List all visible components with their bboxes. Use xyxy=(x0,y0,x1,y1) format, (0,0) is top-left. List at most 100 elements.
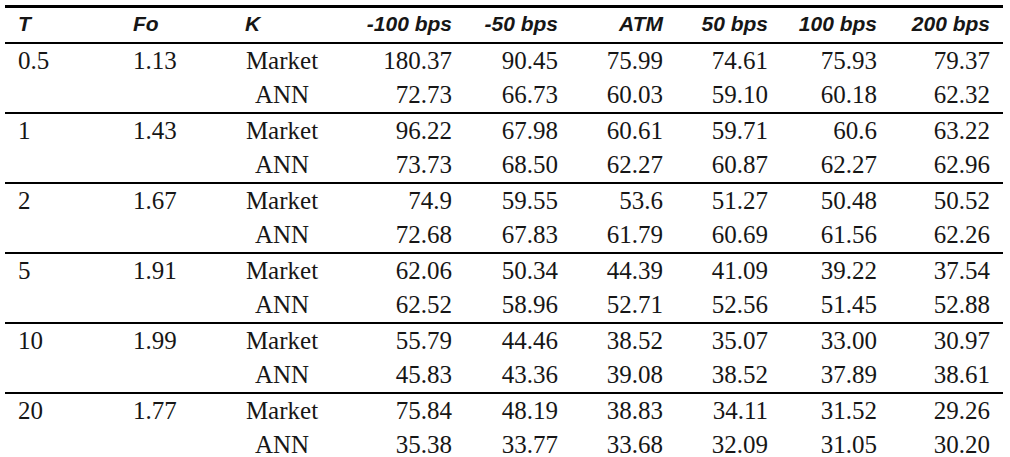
cell-value-200bps: 79.37 xyxy=(890,43,1003,78)
cell-value-minus-100bps: 180.37 xyxy=(332,43,465,78)
cell-forward: 1.99 xyxy=(120,323,232,358)
cell-forward xyxy=(120,78,232,113)
table-row: 21.67Market74.959.5553.651.2750.4850.52 xyxy=(5,183,1003,218)
cell-value-minus-100bps: 96.22 xyxy=(332,113,465,148)
cell-value-200bps: 38.61 xyxy=(890,358,1003,393)
column-header-maturity: T xyxy=(5,7,120,44)
cell-value-atm: 60.03 xyxy=(571,78,676,113)
cell-value-50bps: 60.87 xyxy=(676,148,781,183)
cell-maturity: 20 xyxy=(5,393,120,428)
cell-value-100bps: 51.45 xyxy=(781,288,890,323)
cell-model-label: ANN xyxy=(232,358,332,393)
cell-value-50bps: 59.10 xyxy=(676,78,781,113)
cell-value-100bps: 60.6 xyxy=(781,113,890,148)
cell-value-50bps: 38.52 xyxy=(676,358,781,393)
cell-value-atm: 75.99 xyxy=(571,43,676,78)
cell-value-100bps: 62.27 xyxy=(781,148,890,183)
cell-model-label: ANN xyxy=(232,288,332,323)
cell-value-minus-50bps: 43.36 xyxy=(465,358,571,393)
cell-value-minus-100bps: 72.68 xyxy=(332,218,465,253)
cell-maturity xyxy=(5,148,120,183)
cell-value-atm: 39.08 xyxy=(571,358,676,393)
cell-value-50bps: 52.56 xyxy=(676,288,781,323)
cell-forward: 1.77 xyxy=(120,393,232,428)
cell-value-minus-100bps: 73.73 xyxy=(332,148,465,183)
cell-value-atm: 61.79 xyxy=(571,218,676,253)
cell-value-50bps: 74.61 xyxy=(676,43,781,78)
cell-value-minus-100bps: 75.84 xyxy=(332,393,465,428)
cell-value-minus-50bps: 90.45 xyxy=(465,43,571,78)
cell-value-200bps: 52.88 xyxy=(890,288,1003,323)
cell-maturity: 10 xyxy=(5,323,120,358)
table-row: 11.43Market96.2267.9860.6159.7160.663.22 xyxy=(5,113,1003,148)
cell-value-minus-50bps: 58.96 xyxy=(465,288,571,323)
cell-value-minus-100bps: 74.9 xyxy=(332,183,465,218)
cell-value-atm: 38.52 xyxy=(571,323,676,358)
cell-value-50bps: 51.27 xyxy=(676,183,781,218)
cell-model-label: ANN xyxy=(232,428,332,457)
cell-model-label: Market xyxy=(232,183,332,218)
cell-maturity xyxy=(5,428,120,457)
cell-forward xyxy=(120,428,232,457)
cell-maturity: 1 xyxy=(5,113,120,148)
cell-value-minus-50bps: 48.19 xyxy=(465,393,571,428)
cell-model-label: Market xyxy=(232,323,332,358)
cell-model-label: Market xyxy=(232,253,332,288)
cell-value-minus-50bps: 59.55 xyxy=(465,183,571,218)
cell-model-label: Market xyxy=(232,43,332,78)
table-row: ANN62.5258.9652.7152.5651.4552.88 xyxy=(5,288,1003,323)
cell-value-100bps: 75.93 xyxy=(781,43,890,78)
table-row: ANN73.7368.5062.2760.8762.2762.96 xyxy=(5,148,1003,183)
cell-value-minus-100bps: 35.38 xyxy=(332,428,465,457)
cell-value-minus-100bps: 62.06 xyxy=(332,253,465,288)
cell-value-50bps: 59.71 xyxy=(676,113,781,148)
cell-value-atm: 60.61 xyxy=(571,113,676,148)
cell-maturity: 5 xyxy=(5,253,120,288)
column-header-100bps: 100 bps xyxy=(781,7,890,44)
cell-forward: 1.43 xyxy=(120,113,232,148)
cell-value-50bps: 60.69 xyxy=(676,218,781,253)
column-header-200bps: 200 bps xyxy=(890,7,1003,44)
cell-value-50bps: 32.09 xyxy=(676,428,781,457)
cell-model-label: Market xyxy=(232,113,332,148)
table-row: ANN72.6867.8361.7960.6961.5662.26 xyxy=(5,218,1003,253)
cell-value-200bps: 37.54 xyxy=(890,253,1003,288)
cell-value-200bps: 62.32 xyxy=(890,78,1003,113)
cell-value-atm: 38.83 xyxy=(571,393,676,428)
cell-value-atm: 52.71 xyxy=(571,288,676,323)
cell-forward xyxy=(120,148,232,183)
cell-value-minus-50bps: 66.73 xyxy=(465,78,571,113)
table-row: ANN72.7366.7360.0359.1060.1862.32 xyxy=(5,78,1003,113)
cell-model-label: ANN xyxy=(232,148,332,183)
table-row: ANN35.3833.7733.6832.0931.0530.20 xyxy=(5,428,1003,457)
cell-value-atm: 33.68 xyxy=(571,428,676,457)
table-row: 201.77Market75.8448.1938.8334.1131.5229.… xyxy=(5,393,1003,428)
cell-value-minus-50bps: 67.98 xyxy=(465,113,571,148)
cell-value-200bps: 62.96 xyxy=(890,148,1003,183)
cell-forward: 1.13 xyxy=(120,43,232,78)
cell-forward xyxy=(120,288,232,323)
cell-value-minus-50bps: 68.50 xyxy=(465,148,571,183)
cell-value-100bps: 50.48 xyxy=(781,183,890,218)
cell-value-100bps: 33.00 xyxy=(781,323,890,358)
column-header-50bps: 50 bps xyxy=(676,7,781,44)
cell-value-minus-100bps: 72.73 xyxy=(332,78,465,113)
cell-model-label: ANN xyxy=(232,78,332,113)
cell-value-200bps: 29.26 xyxy=(890,393,1003,428)
cell-value-50bps: 35.07 xyxy=(676,323,781,358)
cell-value-200bps: 63.22 xyxy=(890,113,1003,148)
cell-value-200bps: 30.20 xyxy=(890,428,1003,457)
table-body: 0.51.13Market180.3790.4575.9974.6175.937… xyxy=(5,43,1003,457)
column-header-minus-100bps: -100 bps xyxy=(332,7,465,44)
cell-value-minus-50bps: 50.34 xyxy=(465,253,571,288)
column-header-minus-50bps: -50 bps xyxy=(465,7,571,44)
cell-value-200bps: 30.97 xyxy=(890,323,1003,358)
cell-value-100bps: 31.05 xyxy=(781,428,890,457)
cell-value-50bps: 41.09 xyxy=(676,253,781,288)
cell-value-100bps: 31.52 xyxy=(781,393,890,428)
cell-value-minus-100bps: 55.79 xyxy=(332,323,465,358)
cell-value-minus-50bps: 44.46 xyxy=(465,323,571,358)
cell-value-atm: 62.27 xyxy=(571,148,676,183)
column-header-atm: ATM xyxy=(571,7,676,44)
cell-maturity: 2 xyxy=(5,183,120,218)
